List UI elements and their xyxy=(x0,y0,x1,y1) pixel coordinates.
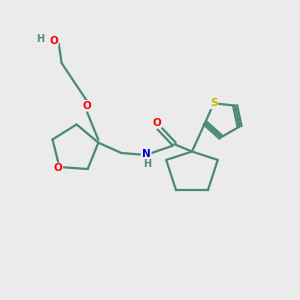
Text: O: O xyxy=(152,118,161,128)
Text: H: H xyxy=(36,34,44,44)
Text: O: O xyxy=(49,36,58,46)
Text: O: O xyxy=(53,164,62,173)
Text: O: O xyxy=(82,101,91,111)
Text: S: S xyxy=(210,98,218,108)
Text: H: H xyxy=(143,159,151,169)
Text: N: N xyxy=(142,149,151,160)
